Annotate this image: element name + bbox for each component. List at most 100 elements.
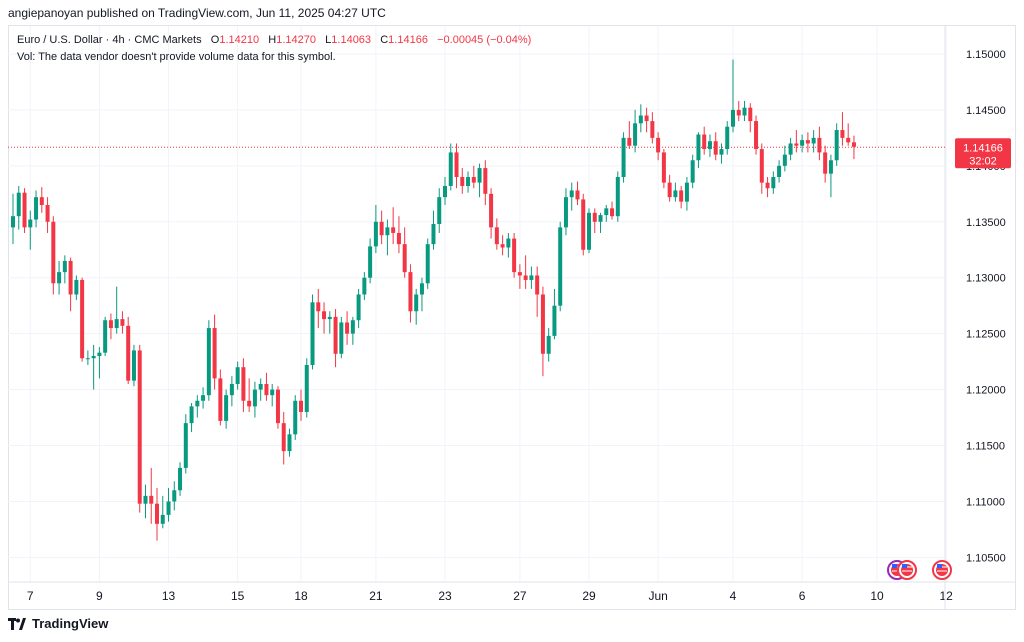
x-tick-label: 12 [939,589,953,603]
tradingview-brand: TradingView [32,616,109,631]
candle-down [155,503,159,524]
candle-up [373,221,378,247]
candle-up [304,364,309,412]
candle-up [103,320,108,353]
candle-down [218,378,223,421]
candle-down [45,204,50,222]
candle-down [754,121,759,150]
candle-up [114,319,119,329]
footer: TradingView [8,616,108,631]
candle-down [22,192,27,228]
candle-down [846,137,851,143]
y-tick-label: 1.14500 [966,105,1006,117]
countdown-label: 32:02 [969,155,997,167]
x-tick-label: 10 [870,589,884,603]
candle-up [166,501,171,515]
candle-up [719,149,724,155]
candle-up [195,400,200,407]
candle-down [483,168,488,194]
candle-up [270,389,275,396]
y-tick-label: 1.11000 [966,496,1005,508]
candle-down [275,389,280,424]
candle-up [696,134,701,161]
candle-up [800,140,805,146]
candle-down [281,423,286,452]
candle-up [11,216,15,228]
candle-down [661,152,666,183]
candle-down [765,182,770,189]
candle-up [16,192,21,217]
candle-up [811,137,816,144]
candle-up [97,352,102,357]
candle-up [350,320,355,334]
x-tick-label: 9 [96,589,103,603]
candle-down [535,275,540,295]
candle-down [126,325,131,381]
candle-up [28,219,33,228]
candle-up [506,238,511,248]
us-event-icon[interactable] [932,560,952,580]
candle-down [748,107,753,122]
candle-down [656,137,661,153]
candle-up [598,215,603,222]
last-price-label: 1.14166 [963,142,1003,154]
symbol-title[interactable]: Euro / U.S. Dollar · 4h · CMC Markets [17,34,202,46]
candle-up [74,279,79,295]
candle-down [241,367,246,401]
candle-up [201,395,206,401]
candle-down [80,279,85,359]
x-tick-label: 15 [231,589,245,603]
candle-up [615,177,620,217]
candle-down [299,400,303,412]
candle-up [788,143,793,155]
candle-down [391,227,396,233]
candle-down [610,208,615,217]
chart-legend: Euro / U.S. Dollar · 4h · CMC Markets O1… [17,32,531,66]
candle-down [840,130,845,138]
candle-up [782,154,787,166]
candle-up [362,277,367,295]
candle-down [454,152,459,178]
candle-up [742,107,747,116]
candle-down [851,142,856,147]
candle-up [229,383,234,396]
candle-down [517,272,522,276]
change-value: −0.00045 (−0.04%) [437,34,532,46]
candle-down [759,149,764,183]
candle-up [431,224,436,245]
candle-down [592,212,597,222]
candle-up [673,190,678,198]
chart-pane[interactable] [8,25,1016,610]
x-tick-label: 4 [730,589,737,603]
candle-up [189,406,194,424]
candle-up [206,328,211,396]
tradingview-logo-icon [8,617,26,630]
candle-up [437,197,442,225]
candle-down [408,272,413,312]
candle-down [51,221,56,284]
candle-down [460,177,465,186]
candle-up [638,115,643,124]
candle-up [419,283,424,295]
candle-down [805,140,810,144]
candle-down [702,134,707,150]
x-tick-label: 13 [162,589,176,603]
x-tick-label: Jun [648,589,667,603]
y-tick-label: 1.10500 [966,552,1006,564]
candle-up [160,514,165,524]
candle-up [466,177,471,186]
us-event-icon[interactable] [897,560,917,580]
candle-down [489,193,494,228]
candle-up [91,356,96,359]
candle-up [633,123,638,146]
candle-down [39,197,44,205]
candle-up [143,495,148,504]
publish-header: angiepanoyan published on TradingView.co… [8,6,386,20]
candle-down [108,320,113,329]
candle-down [794,143,799,146]
candle-up [368,246,373,278]
candle-up [690,160,695,183]
candle-up [310,302,315,365]
candle-down [627,137,632,146]
